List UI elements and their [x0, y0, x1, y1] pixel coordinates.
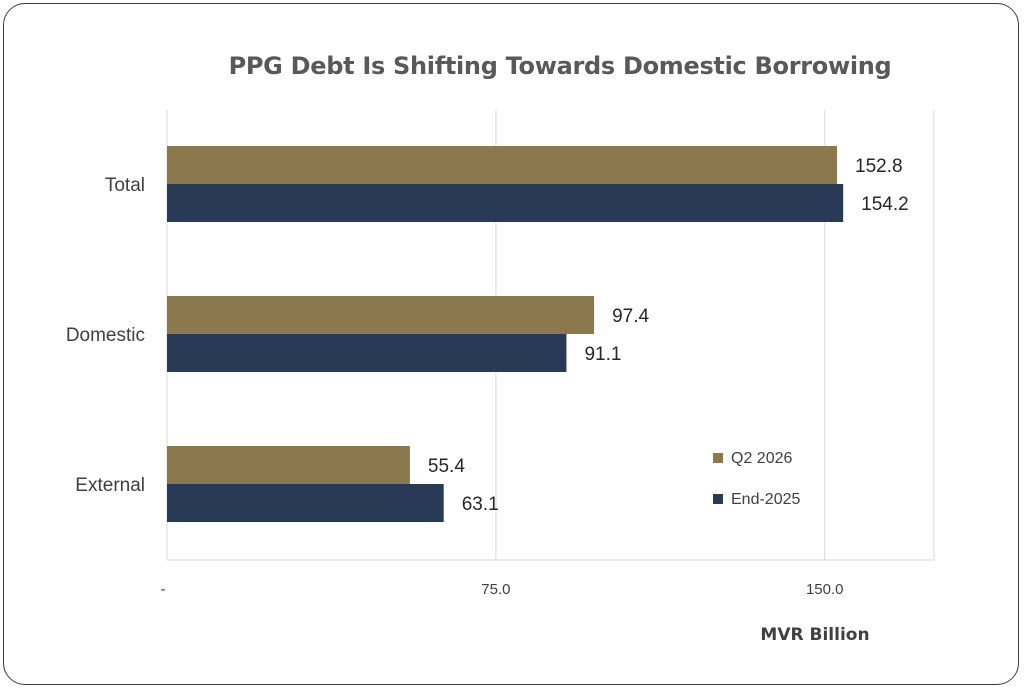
legend-swatch — [713, 494, 723, 504]
bars — [167, 146, 844, 522]
data-labels: 152.8 154.2 97.4 91.1 55.4 63.1 — [428, 156, 909, 515]
data-label: 55.4 — [428, 456, 465, 477]
value-axis-tick-labels: - 75.0 150.0 — [161, 581, 844, 598]
legend-label: End-2025 — [731, 491, 800, 508]
bar-end-2025-domestic — [167, 334, 567, 372]
data-label: 63.1 — [462, 494, 499, 515]
category-label: Total — [105, 175, 145, 196]
chart-title: PPG Debt Is Shifting Towards Domestic Bo… — [228, 52, 892, 80]
bar-end-2025-external — [167, 484, 444, 522]
data-label: 152.8 — [855, 156, 903, 177]
data-label: 97.4 — [612, 306, 649, 327]
legend-swatch — [713, 453, 723, 463]
data-label: 154.2 — [861, 194, 909, 215]
tick-label: 150.0 — [806, 581, 844, 598]
x-axis-title: MVR Billion — [760, 625, 869, 645]
bar-q2-2026-total — [167, 146, 838, 184]
legend-label: Q2 2026 — [731, 450, 792, 467]
data-label: 91.1 — [584, 344, 621, 365]
category-label: External — [75, 475, 145, 496]
bar-end-2025-total — [167, 184, 844, 222]
bar-q2-2026-external — [167, 446, 410, 484]
tick-label: 75.0 — [481, 581, 510, 598]
category-axis-labels: Total Domestic External — [66, 175, 145, 496]
legend: Q2 2026 End-2025 — [713, 450, 800, 508]
tick-label: - — [161, 581, 166, 598]
bar-q2-2026-domestic — [167, 296, 595, 334]
category-label: Domestic — [66, 325, 145, 346]
